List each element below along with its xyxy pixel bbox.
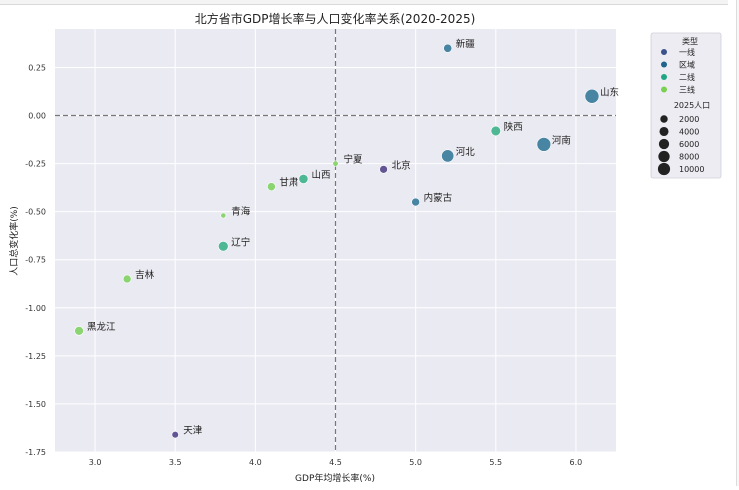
reference-lines (55, 29, 616, 452)
legend-size-marker (657, 162, 671, 176)
point-label: 青海 (231, 206, 251, 218)
point-label: 甘肃 (279, 177, 298, 189)
x-tick-label: 4.0 (249, 458, 262, 467)
legend-size-label: 8000 (679, 153, 699, 162)
legend-size-label: 6000 (679, 140, 699, 149)
y-tick-label: -1.75 (25, 448, 46, 457)
x-tick-label: 6.0 (570, 458, 583, 467)
data-point (379, 165, 388, 174)
legend-hue-label: 区域 (679, 60, 695, 70)
data-point (332, 160, 339, 167)
point-label: 陕西 (504, 121, 523, 133)
y-axis-ticks: 0.25 0.00 -0.25 -0.50 -0.75 -1.00 -1.25 -1.50 -1… (25, 63, 46, 457)
chart-title: 北方省市GDP增长率与人口变化率关系(2020-2025) (195, 11, 476, 26)
legend-size-marker (659, 126, 669, 137)
legend-hue-title: 类型 (682, 36, 698, 46)
y-tick-label: -0.50 (25, 208, 46, 217)
window-top-edge (0, 0, 728, 5)
x-tick-label: 4.5 (329, 458, 342, 467)
x-tick-label: 3.5 (169, 458, 182, 467)
legend-hue-marker (661, 74, 667, 80)
y-tick-label: 0.25 (28, 63, 46, 72)
point-label: 山东 (600, 86, 619, 98)
legend-size-title: 2025人口 (674, 101, 710, 110)
point-label: 北京 (392, 159, 411, 171)
legend-hue-label: 二线 (679, 72, 695, 82)
point-label: 吉林 (135, 269, 155, 281)
data-point (74, 326, 84, 336)
y-tick-label: -0.75 (25, 256, 46, 265)
data-point (298, 174, 309, 184)
scrollbar-track[interactable] (736, 0, 739, 486)
data-point (584, 88, 600, 104)
legend-size-label: 4000 (679, 128, 699, 137)
x-tick-label: 3.0 (89, 458, 102, 467)
x-axis-ticks: 3.0 3.5 4.0 4.5 5.0 5.5 6.0 (89, 458, 583, 467)
legend-size-marker (658, 138, 670, 150)
x-tick-label: 5.0 (409, 458, 422, 467)
data-point (218, 241, 229, 252)
y-axis-label: 人口总变化率(%) (8, 206, 20, 276)
x-tick-label: 5.5 (489, 458, 502, 467)
y-tick-label: -0.25 (25, 160, 46, 169)
point-label: 河南 (552, 134, 571, 146)
data-point (267, 182, 276, 192)
data-point (536, 137, 552, 152)
legend-size-marker (660, 115, 668, 123)
x-axis-label: GDP年均增长率(%) (295, 472, 375, 484)
legend-size-label: 2000 (679, 115, 699, 124)
point-label: 宁夏 (344, 154, 364, 166)
legend-hue-label: 三线 (679, 85, 695, 95)
legend-hue-marker (661, 49, 667, 55)
data-point (171, 431, 179, 439)
point-label: 内蒙古 (424, 192, 453, 204)
data-point (490, 125, 501, 137)
point-label: 新疆 (456, 38, 476, 50)
legend-size-marker (658, 150, 670, 163)
data-point (441, 149, 455, 163)
data-point (443, 43, 453, 53)
y-tick-label: -1.00 (25, 304, 46, 313)
y-tick-label: -1.25 (25, 352, 46, 361)
y-tick-label: 0.00 (28, 112, 46, 121)
data-point (411, 197, 420, 207)
data-point (122, 274, 132, 284)
point-label: 河北 (456, 146, 476, 158)
data-points (74, 43, 600, 439)
point-label: 山西 (311, 170, 330, 181)
legend-size-label: 10000 (679, 165, 704, 174)
point-label: 天津 (183, 426, 203, 437)
data-point (220, 212, 227, 219)
legend-hue-label: 一线 (679, 47, 695, 57)
legend-hue-marker (661, 86, 667, 93)
legend-hue-marker (661, 61, 667, 68)
point-label: 辽宁 (231, 236, 250, 248)
point-label: 黑龙江 (87, 321, 116, 333)
y-tick-label: -1.50 (25, 400, 46, 409)
